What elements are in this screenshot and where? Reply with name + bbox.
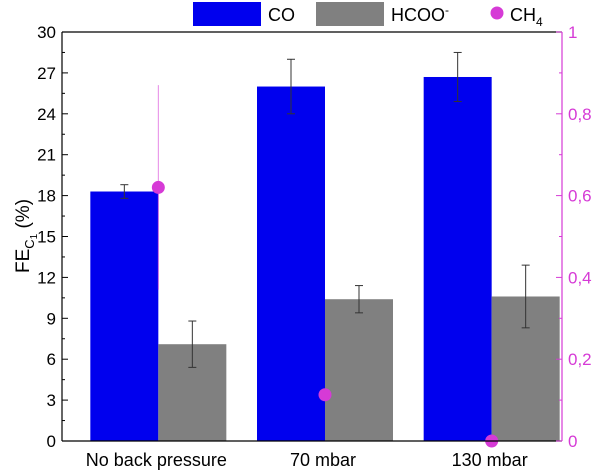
legend-marker-ch4 xyxy=(490,6,504,20)
legend-swatch-hcoo xyxy=(316,2,384,26)
error-bar-co-1 xyxy=(287,58,295,115)
bars-layer xyxy=(90,76,560,442)
y-tick-label-9: 27 xyxy=(37,64,56,83)
y-tick-label-4: 12 xyxy=(37,268,56,287)
x-category-label-2: 130 mbar xyxy=(452,450,528,470)
y-tick-label-6: 18 xyxy=(37,187,56,206)
y-tick-label-1: 3 xyxy=(47,391,56,410)
point-ch4-1 xyxy=(318,388,332,402)
y-tick-label-7: 21 xyxy=(37,146,56,165)
legend-label-hcoo: HCOO- xyxy=(391,3,449,25)
x-category-label-1: 70 mbar xyxy=(290,450,356,470)
y-axis-title-sub: C xyxy=(22,239,37,248)
legend-label-co: CO xyxy=(268,5,295,25)
y2-tick-label-2: 0,4 xyxy=(568,268,592,287)
y2-tick-label-1: 0,2 xyxy=(568,350,592,369)
bar-co-2 xyxy=(423,76,492,442)
legend-label-ch4: CH4 xyxy=(510,5,543,29)
axes-layer: 0 3 6 9 12 15 18 21 24 27 30 0 0,2 0,4 0,6 0,8 1 No back … xyxy=(37,23,592,470)
bar-co-1 xyxy=(257,86,325,442)
y2-tick-label-5: 1 xyxy=(568,23,577,42)
y-tick-label-0: 0 xyxy=(47,432,56,451)
y-axis-title-unit: (%) xyxy=(13,199,34,234)
legend-label-ch4-sub: 4 xyxy=(536,15,543,29)
legend-swatch-co xyxy=(193,2,261,26)
y-axis-title-subsub: 1 xyxy=(29,233,40,239)
y-tick-label-5: 15 xyxy=(37,228,56,247)
error-bar-hcoo-1 xyxy=(355,285,363,314)
y-tick-label-3: 9 xyxy=(47,309,56,328)
y-axis-title: FEC1 (%) xyxy=(13,199,40,273)
x-category-label-0: No back pressure xyxy=(86,450,227,470)
y-tick-label-8: 24 xyxy=(37,105,56,124)
y2-tick-label-4: 0,8 xyxy=(568,105,592,124)
y2-tick-label-0: 0 xyxy=(568,432,577,451)
error-bar-hcoo-0 xyxy=(188,320,197,368)
legend-label-hcoo-sup: - xyxy=(445,3,449,17)
legend: CO HCOO- CH4 xyxy=(193,2,543,29)
bar-co-0 xyxy=(90,191,159,441)
error-bar-co-0 xyxy=(120,184,129,199)
y-tick-label-10: 30 xyxy=(37,23,56,42)
error-bar-co-2 xyxy=(453,51,462,103)
bar-hcoo-1 xyxy=(325,299,393,441)
error-bar-hcoo-2 xyxy=(521,264,530,329)
y-tick-label-2: 6 xyxy=(47,350,56,369)
point-ch4-0 xyxy=(151,180,165,194)
y2-tick-label-3: 0,6 xyxy=(568,187,592,206)
